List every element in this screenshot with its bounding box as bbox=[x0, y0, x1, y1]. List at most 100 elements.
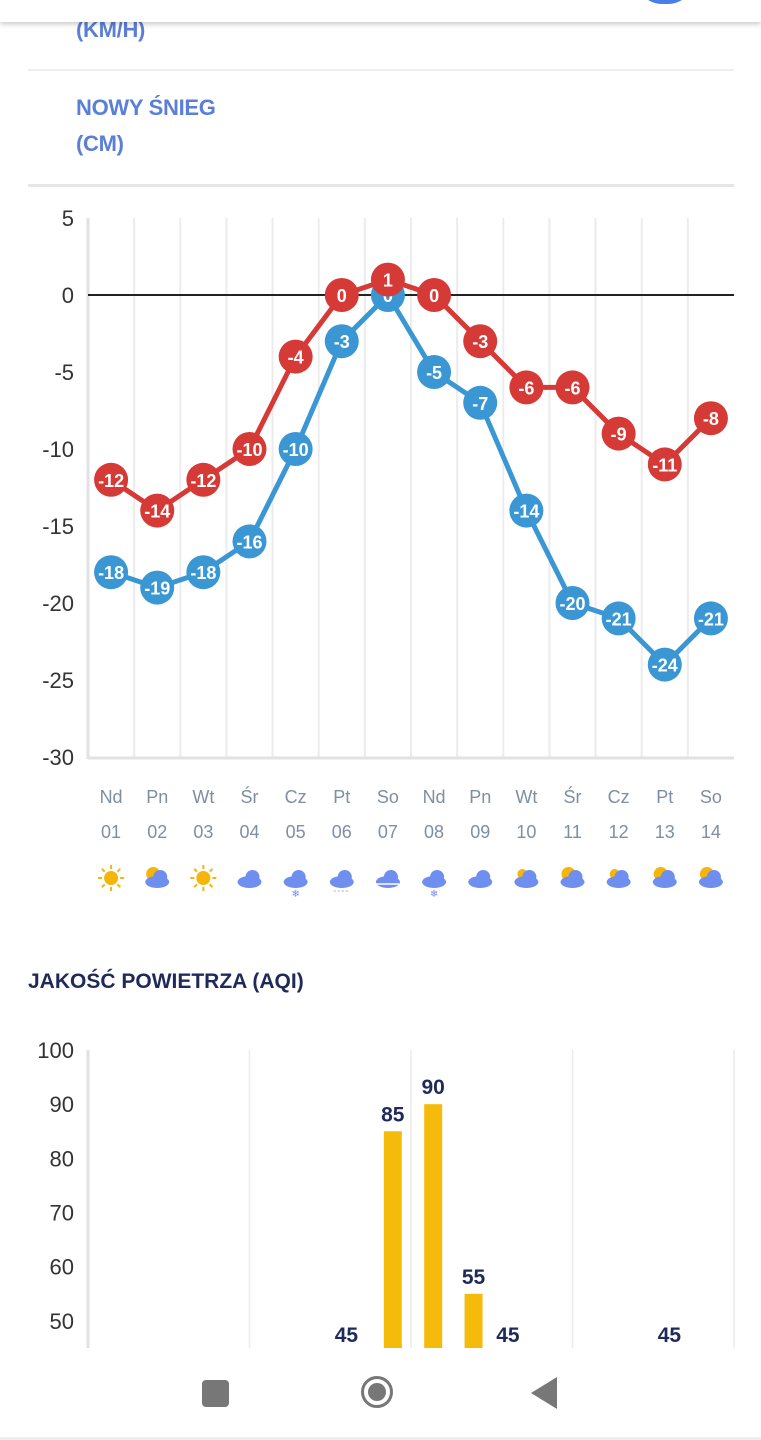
x-tick-date: 14 bbox=[701, 822, 721, 842]
x-tick-date: 01 bbox=[101, 822, 121, 842]
y-tick-label: 60 bbox=[50, 1255, 74, 1280]
data-point-max bbox=[278, 339, 313, 374]
cloud-puff bbox=[337, 870, 352, 884]
aqi-bar bbox=[383, 1131, 402, 1348]
new-snow-unit: (CM) bbox=[76, 131, 124, 156]
rain-cloud-icon bbox=[329, 870, 354, 892]
data-point-max bbox=[555, 370, 590, 405]
snowflake: ❄ bbox=[430, 889, 438, 900]
cloud-puff bbox=[383, 870, 398, 884]
cloud-icon bbox=[468, 870, 493, 888]
data-point-min bbox=[555, 586, 590, 620]
data-point-max bbox=[94, 462, 129, 497]
snow-cloud-icon: ❄ bbox=[422, 870, 447, 900]
x-tick-date: 05 bbox=[286, 822, 306, 842]
y-tick-label: 90 bbox=[50, 1092, 74, 1117]
aqi-value-label: 55 bbox=[462, 1266, 486, 1289]
data-point-min bbox=[186, 555, 221, 590]
data-label-min: -21 bbox=[606, 609, 632, 629]
data-point-min bbox=[278, 432, 313, 466]
sun-ray bbox=[116, 883, 121, 888]
data-label-min: -10 bbox=[283, 440, 309, 460]
data-label-max: -3 bbox=[472, 332, 488, 352]
data-label-min: -3 bbox=[334, 332, 350, 352]
data-point-max bbox=[324, 278, 359, 312]
y-tick-label: -25 bbox=[42, 668, 74, 693]
cloud-puff bbox=[476, 870, 491, 884]
y-tick-label: -15 bbox=[42, 514, 74, 539]
home-button[interactable] bbox=[361, 1376, 393, 1408]
data-label-max: 1 bbox=[383, 271, 393, 291]
data-point-max bbox=[463, 324, 498, 359]
data-point-max bbox=[140, 493, 175, 528]
floating-action-button[interactable] bbox=[636, 0, 694, 4]
sun-ray bbox=[101, 868, 106, 873]
aqi-chart: 100 90 80 70 60 50 45 85 90 55 45 45 bbox=[37, 1038, 735, 1348]
x-tick-date: 09 bbox=[470, 822, 490, 842]
data-label-min: -21 bbox=[698, 609, 724, 629]
data-label-min: -24 bbox=[652, 656, 678, 676]
y-tick-label: -5 bbox=[54, 360, 74, 385]
data-point-min bbox=[232, 524, 267, 559]
x-tick-day: Cz bbox=[285, 787, 307, 807]
cloud-puff bbox=[706, 870, 721, 884]
aqi-title: JAKOŚĆ POWIETRZA (AQI) bbox=[28, 970, 304, 993]
sun-ray bbox=[193, 868, 198, 873]
partly-cloudy-icon bbox=[560, 867, 585, 888]
cloud-puff bbox=[153, 870, 168, 884]
y-tick-label: -20 bbox=[42, 591, 74, 616]
cloud-puff bbox=[614, 870, 629, 884]
data-point-min bbox=[417, 355, 452, 389]
y-tick-label: 100 bbox=[37, 1038, 74, 1063]
data-label-max: 0 bbox=[337, 286, 347, 306]
partly-sunny-icon bbox=[652, 867, 677, 888]
cloud-puff bbox=[660, 870, 675, 884]
divider bbox=[0, 1437, 761, 1440]
mostly-cloudy-icon bbox=[606, 869, 631, 888]
back-button[interactable] bbox=[531, 1377, 557, 1409]
data-label-max: -12 bbox=[190, 471, 216, 491]
data-label-max: -11 bbox=[652, 455, 677, 475]
x-tick-date: 02 bbox=[147, 822, 167, 842]
data-point-max bbox=[647, 447, 682, 482]
sun-ray bbox=[116, 868, 121, 873]
snowflake: ❄ bbox=[291, 889, 299, 900]
aqi-value-label: 90 bbox=[422, 1076, 445, 1099]
home-dot-icon bbox=[368, 1383, 386, 1401]
data-label-max: -8 bbox=[703, 409, 719, 429]
cloud-puff bbox=[430, 870, 445, 884]
x-tick-day: Cz bbox=[608, 787, 630, 807]
x-tick-date: 10 bbox=[516, 822, 536, 842]
aqi-value-label: 45 bbox=[335, 1324, 359, 1347]
data-point-min bbox=[693, 601, 728, 636]
y-tick-label: 0 bbox=[62, 283, 74, 308]
x-tick-day: Śr bbox=[564, 786, 582, 807]
data-label-min: -18 bbox=[190, 563, 216, 583]
data-point-min bbox=[647, 647, 682, 682]
data-label-max: -14 bbox=[144, 502, 170, 522]
data-label-min: -14 bbox=[513, 502, 539, 522]
cloud-puff bbox=[291, 870, 306, 884]
partly-cloudy-icon bbox=[698, 867, 723, 888]
data-point-max bbox=[601, 416, 636, 451]
x-tick-date: 13 bbox=[655, 822, 675, 842]
x-tick-day: Pn bbox=[469, 787, 491, 807]
data-point-min bbox=[601, 601, 636, 636]
data-point-min bbox=[509, 493, 544, 528]
x-tick-day: Nd bbox=[423, 787, 446, 807]
recents-button[interactable] bbox=[202, 1380, 229, 1407]
cloud-puff bbox=[568, 870, 583, 884]
x-tick-day: Wt bbox=[515, 787, 537, 807]
data-label-max: -12 bbox=[98, 471, 124, 491]
x-tick-day: Wt bbox=[192, 787, 214, 807]
cloud-puff bbox=[245, 870, 260, 884]
data-label-min: -5 bbox=[426, 363, 442, 383]
snow-cloud-icon: ❄ bbox=[283, 870, 308, 900]
y-tick-label: 80 bbox=[50, 1146, 74, 1171]
sunny-icon bbox=[190, 865, 217, 891]
x-tick-date: 04 bbox=[239, 822, 259, 842]
aqi-value-label: 85 bbox=[381, 1103, 405, 1126]
data-label-max: -10 bbox=[236, 440, 262, 460]
data-label-min: -16 bbox=[236, 532, 262, 552]
x-tick-day: Nd bbox=[100, 787, 123, 807]
